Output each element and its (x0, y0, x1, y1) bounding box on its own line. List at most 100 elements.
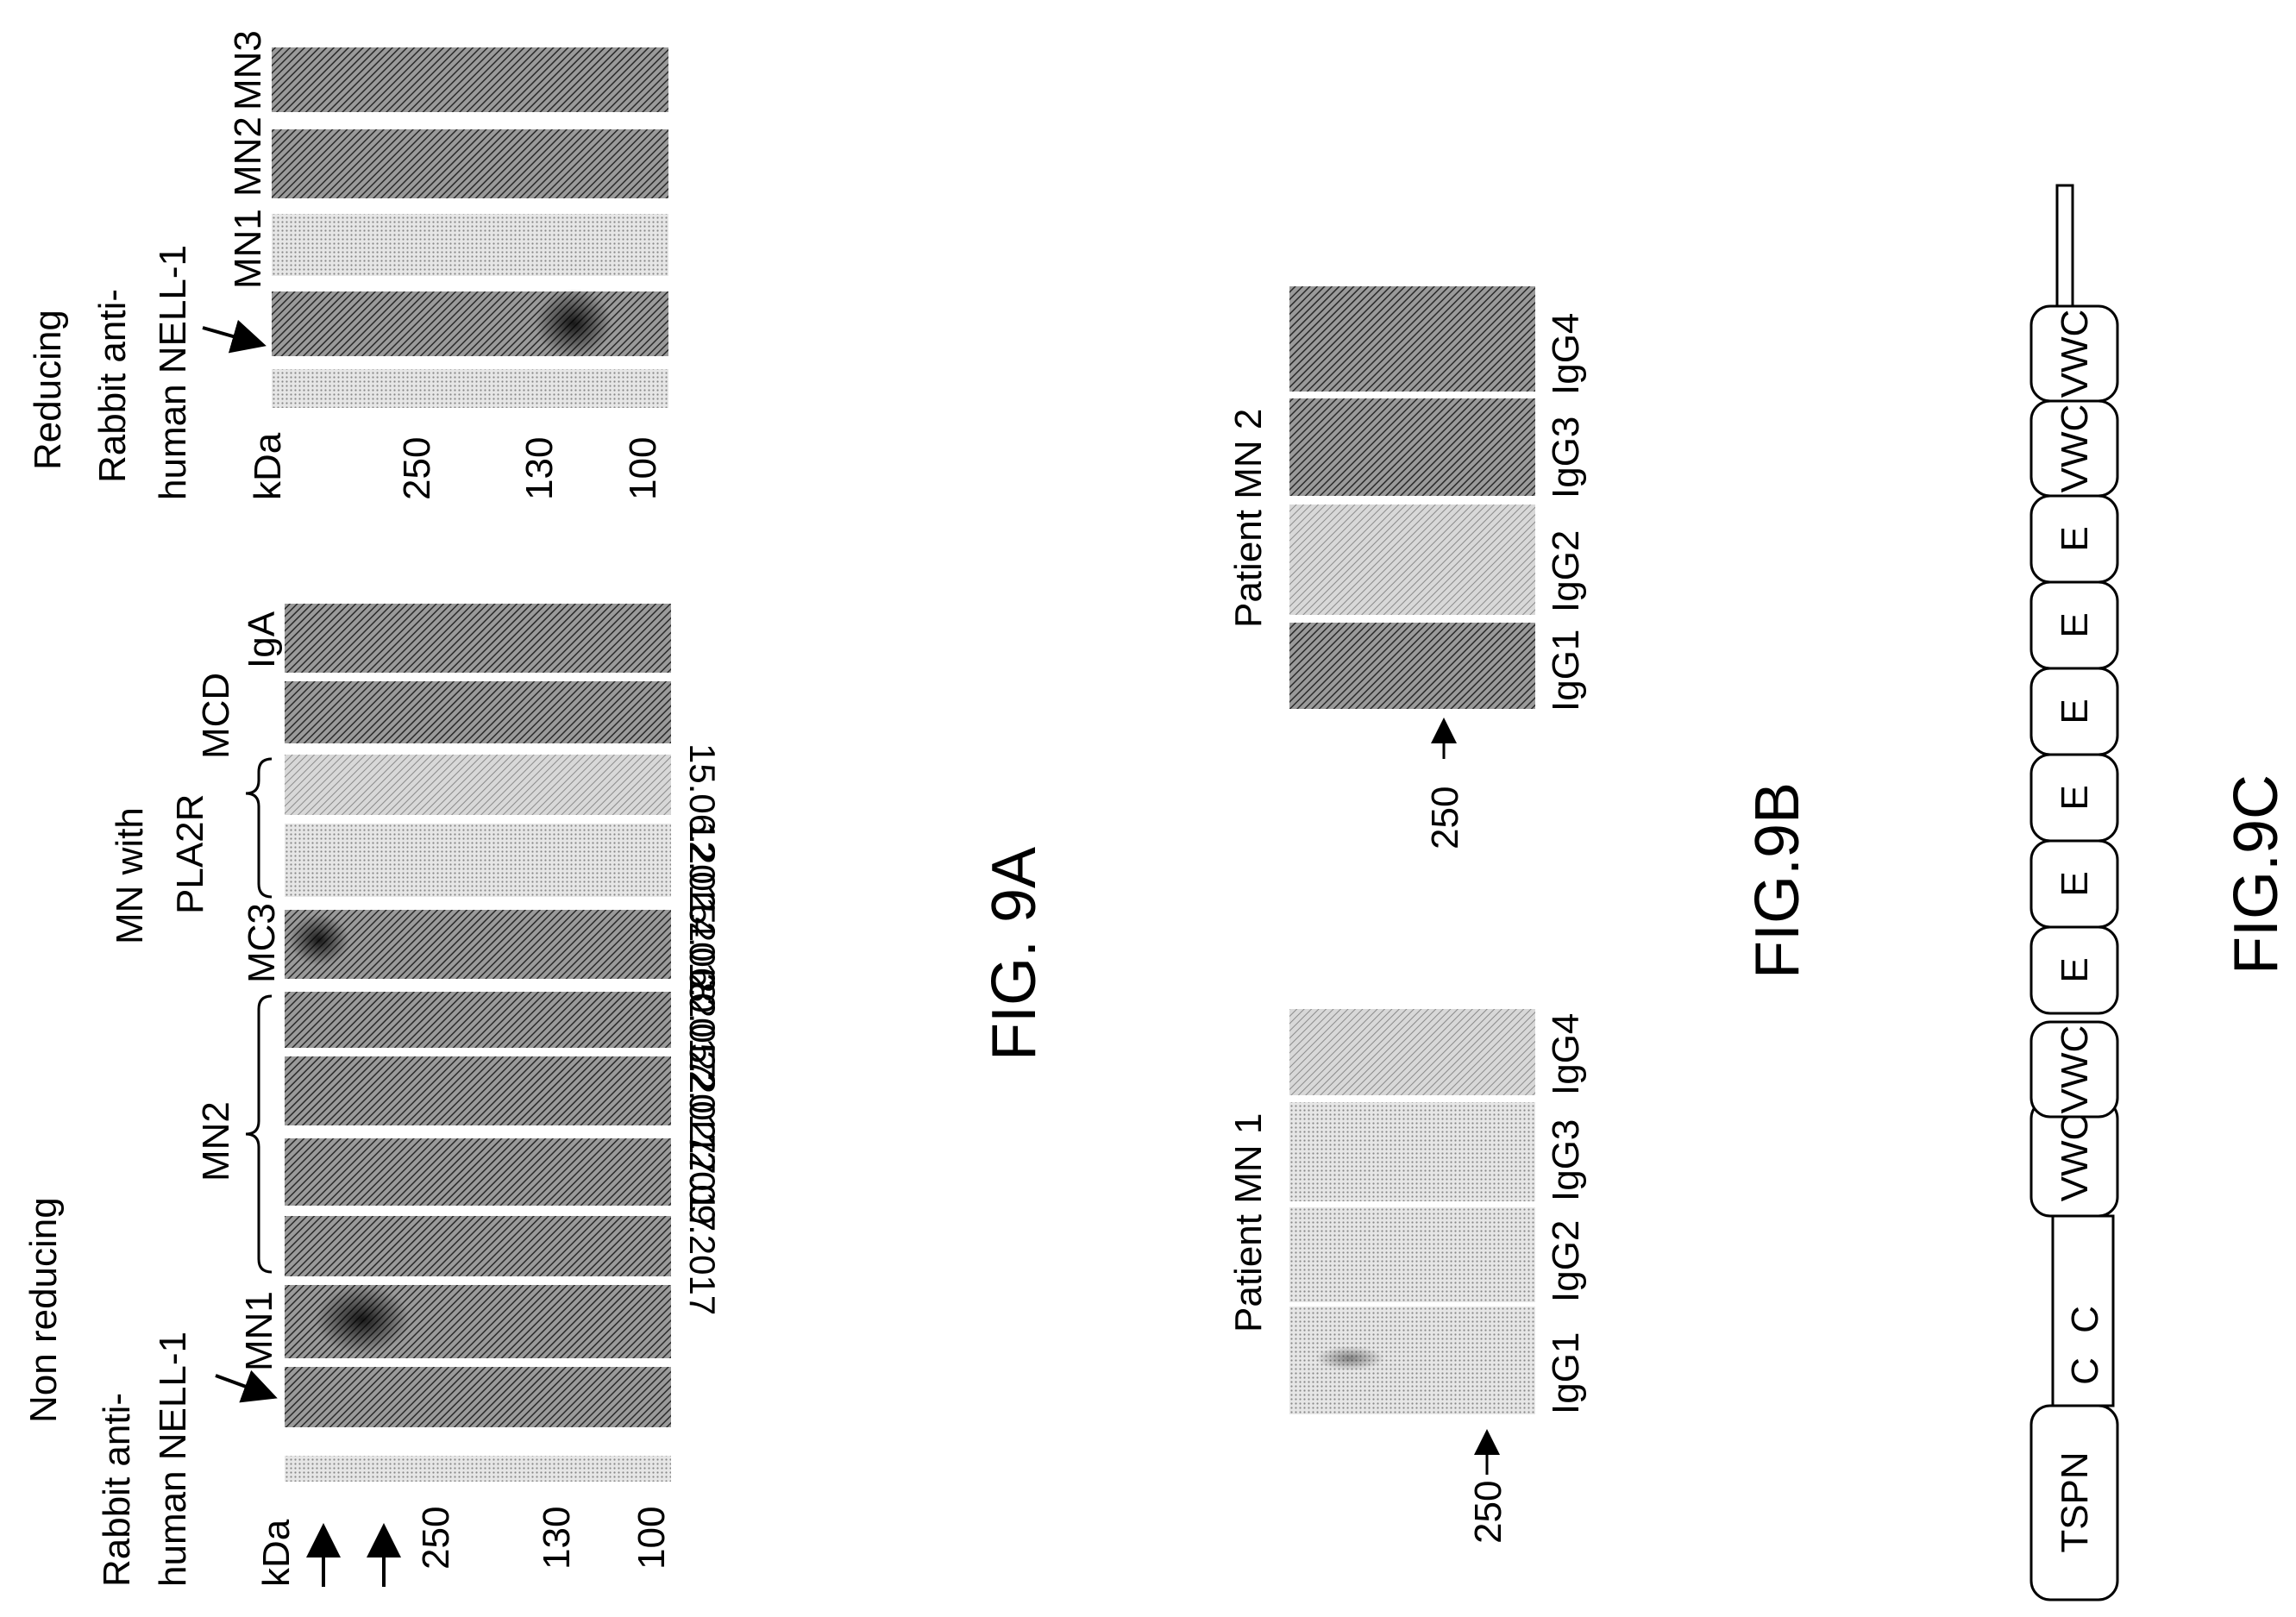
domain-e-3-label: E (2054, 785, 2096, 810)
reducing-lane-label-mn2: MN2 (227, 116, 269, 197)
lane-rabbit-antibody (285, 1367, 671, 1427)
mn2-lane-label-igg4: IgG4 (1545, 313, 1587, 395)
reducing-lane-label-mn1: MN1 (227, 209, 269, 289)
domain-vwc-3: VWC (2029, 399, 2119, 498)
domain-e-2: E (2029, 839, 2119, 929)
domain-e-4: E (2029, 667, 2119, 756)
domain-e-1-label: E (2054, 957, 2096, 982)
fig9c-domain-diagram: TSPN C C VWC VWC E E E E E (2029, 184, 2119, 1601)
reducing-lane-mn1 (272, 214, 668, 276)
mn2-lane-label-igg3: IgG3 (1545, 417, 1587, 498)
domain-vwc-2: VWC (2029, 1020, 2119, 1119)
nonreducing-antibody-line2: human NELL-1 (152, 1332, 194, 1587)
domain-vwc-2-label: VWC (2054, 1025, 2096, 1114)
domain-vwc-4-label: VWC (2054, 310, 2096, 398)
mn1-marker-250: 250 (1467, 1481, 1509, 1544)
group-label-mn2: MN2 (195, 1101, 237, 1181)
nell1-arrow-reducing (202, 319, 267, 354)
mn1-patient-label: Patient MN 1 (1227, 1113, 1270, 1332)
reducing-lane-label-mn3: MN3 (227, 30, 269, 110)
fig9c-caption: FIG.9C (2222, 774, 2291, 975)
nonreducing-antibody-line1: Rabbit anti- (96, 1393, 138, 1587)
domain-e-6: E (2029, 494, 2119, 584)
reducing-label: Reducing (27, 310, 69, 470)
domain-tspn-label: TSPN (2054, 1451, 2096, 1552)
nonreducing-marker-250: 250 (415, 1507, 457, 1570)
mn2-bracket (245, 994, 273, 1274)
mn1-lane-label-igg2: IgG2 (1545, 1220, 1587, 1302)
mn2-lane-label-igg2: IgG2 (1545, 530, 1587, 612)
group-label-iga: IgA (241, 611, 283, 668)
domain-e-5-label: E (2054, 612, 2096, 637)
reducing-kda-label: kDa (247, 432, 289, 500)
nonreducing-kda-label: kDa (255, 1519, 298, 1587)
band-mc3 (289, 914, 349, 966)
fig9b-patient-mn1-blot: Patient MN 1 IgG1 IgG2 IgG3 IgG4 250 (1227, 1009, 1587, 1544)
domain-vwc-4-box (2029, 304, 2119, 403)
mn1-lane-igg4 (1289, 1009, 1535, 1095)
non-reducing-label: Non reducing (22, 1197, 65, 1423)
reducing-lane-marker (272, 369, 668, 408)
domain-vwc-4: VWC (2029, 304, 2119, 403)
mn1-lane-igg3 (1289, 1102, 1535, 1201)
pla2r-bracket (245, 757, 273, 899)
fig9b-caption: FIG.9B (1743, 782, 1812, 979)
date-label-4: 14.06.2017 (682, 897, 723, 1078)
domain-c2-label: C (2064, 1306, 2106, 1333)
domain-e-5: E (2029, 580, 2119, 670)
mn2-lane-igg3 (1289, 398, 1535, 496)
reducing-antibody-line2: human NELL-1 (152, 245, 194, 500)
lane-mn2-1 (285, 1216, 671, 1276)
mn1-lane-igg2 (1289, 1207, 1535, 1302)
group-label-mn1: MN1 (238, 1291, 280, 1371)
mn1-lane-label-igg4: IgG4 (1545, 1013, 1587, 1095)
domain-e-4-label: E (2054, 699, 2096, 724)
domain-vwc-1-label: VWC (2054, 1113, 2096, 1202)
lane-mn2-2 (285, 1138, 671, 1206)
domain-e-3: E (2029, 753, 2119, 843)
fig9a-reducing-blot: Reducing Rabbit anti- human NELL-1 kDa 2… (27, 30, 668, 500)
domain-vwc-3-label: VWC (2054, 404, 2096, 493)
date-label-5: 12.02.2018 (682, 821, 723, 1002)
band-mn1 (315, 1285, 410, 1354)
lane-mn2-4 (285, 992, 671, 1048)
c-terminal-tail (2055, 184, 2074, 308)
mn2-lane-igg2 (1289, 505, 1535, 615)
group-label-mn-with: MN with (109, 807, 151, 944)
reducing-marker-130: 130 (518, 437, 561, 500)
mn1-igg1-band (1315, 1346, 1384, 1370)
lane-mcd (285, 681, 671, 743)
domain-tspn-box (2029, 1404, 2119, 1601)
reducing-antibody-line1: Rabbit anti- (91, 289, 134, 483)
mn2-lane-label-igg1: IgG1 (1545, 630, 1587, 711)
date-label-6: 15.06.2015 (682, 743, 723, 924)
group-label-pla2r: PLA2R (169, 794, 211, 914)
lane-marker (285, 1456, 671, 1482)
domain-vwc-2-box (2029, 1020, 2119, 1119)
reducing-lane-mn3 (272, 47, 668, 112)
lane-iga (285, 604, 671, 673)
domain-e-6-label: E (2054, 526, 2096, 551)
mn2-patient-label: Patient MN 2 (1227, 409, 1270, 628)
reducing-marker-250: 250 (396, 437, 438, 500)
lane-pla2r-2 (285, 755, 671, 815)
mn1-lane-label-igg3: IgG3 (1545, 1119, 1587, 1201)
fig9b-patient-mn2-blot: Patient MN 2 IgG1 IgG2 IgG3 IgG4 250 (1227, 286, 1587, 849)
nonreducing-marker-100: 100 (630, 1507, 673, 1570)
domain-c1-label: C (2064, 1357, 2106, 1385)
domain-e-1: E (2029, 925, 2119, 1015)
mn2-marker-250: 250 (1424, 787, 1466, 849)
mn2-lane-igg4 (1289, 286, 1535, 392)
fig9a-non-reducing-blot: Non reducing Rabbit anti- human NELL-1 k… (22, 604, 723, 1587)
reducing-marker-100: 100 (622, 437, 664, 500)
mn1-lane-label-igg1: IgG1 (1545, 1332, 1587, 1414)
lane-mc3 (285, 910, 671, 979)
reducing-band (535, 289, 612, 358)
nelll1-arrow-nonreducing (215, 1369, 278, 1403)
lane-pla2r-1 (285, 824, 671, 897)
date-label-3: 20.05.2017 (682, 973, 723, 1154)
reducing-lane-mn2 (272, 129, 668, 198)
date-label-1: 17.09.2017 (682, 1134, 723, 1315)
fig9a-caption: FIG. 9A (980, 847, 1049, 1061)
